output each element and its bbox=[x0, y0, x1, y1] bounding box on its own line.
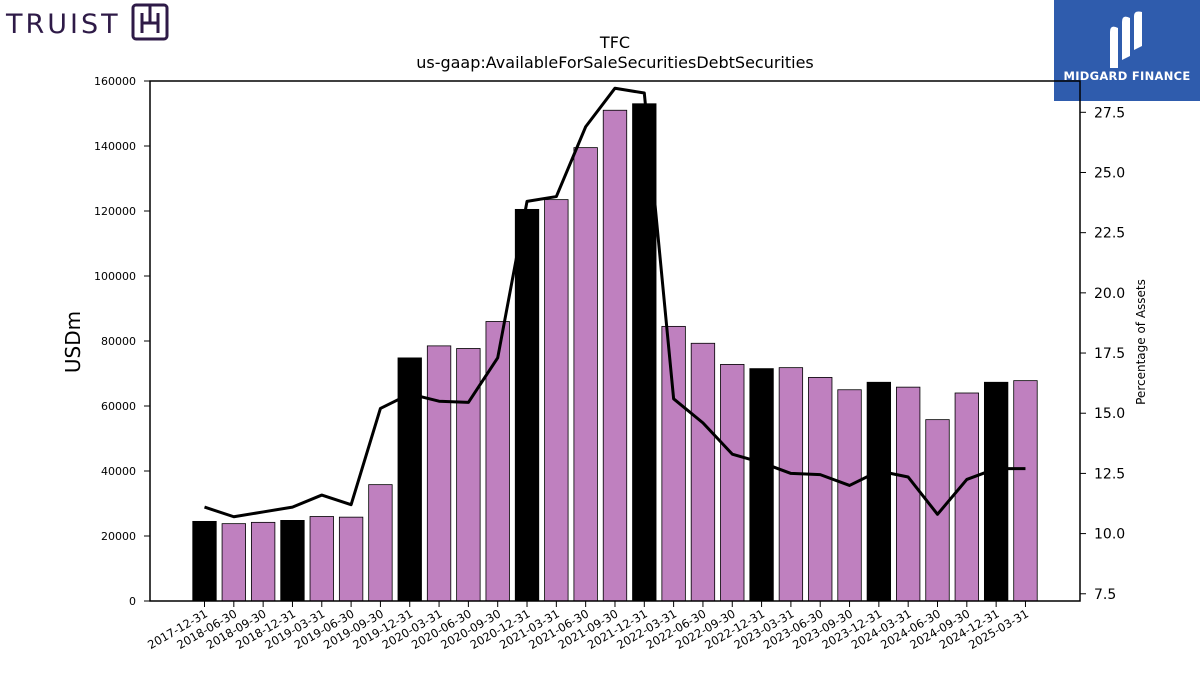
bar-series bbox=[192, 103, 1038, 602]
y2-tick-label: 20.0 bbox=[1094, 286, 1125, 302]
y2-tick-label: 17.5 bbox=[1094, 346, 1125, 362]
bar-2024-06-30 bbox=[925, 419, 950, 602]
y-axis-label: USDm bbox=[61, 311, 85, 373]
bar-2025-03-31 bbox=[1013, 380, 1038, 602]
midgard-logo-text: MIDGARD FINANCE bbox=[1063, 69, 1191, 83]
y-tick-label: 160000 bbox=[94, 75, 136, 88]
bar-2023-03-31 bbox=[778, 367, 804, 602]
bar-2019-09-30 bbox=[368, 484, 393, 602]
bar-2019-06-30 bbox=[338, 516, 364, 602]
truist-logo: TRUIST bbox=[6, 3, 169, 45]
percent-line-series bbox=[204, 86, 1026, 519]
y-tick-label: 140000 bbox=[94, 140, 136, 153]
y2-tick-label: 25.0 bbox=[1094, 165, 1125, 181]
y-tick-label: 80000 bbox=[101, 335, 136, 348]
y2-tick-label: 15.0 bbox=[1094, 406, 1125, 422]
bar-2020-09-30 bbox=[485, 321, 510, 602]
bar-2017-12-31 bbox=[192, 520, 217, 602]
bar-2022-12-31 bbox=[749, 368, 774, 602]
y2-tick-label: 22.5 bbox=[1094, 226, 1125, 242]
y-tick-label: 0 bbox=[129, 595, 136, 608]
y2-axis-ticks: 7.5 10.0 12.5 15.0 17.5 20.0 22.5 25.0 27.5 bbox=[1080, 105, 1125, 603]
percent-line bbox=[204, 86, 1026, 519]
y2-tick-label: 10.0 bbox=[1094, 527, 1125, 543]
y2-tick-label: 27.5 bbox=[1094, 105, 1125, 121]
bar-2018-09-30 bbox=[250, 521, 276, 602]
y2-axis-label: Percentage of Assets bbox=[1134, 279, 1148, 405]
bar-2023-09-30 bbox=[837, 389, 862, 602]
bar-2020-03-31 bbox=[426, 345, 452, 602]
bar-2022-06-30 bbox=[690, 342, 716, 602]
bar-2020-12-31 bbox=[514, 208, 540, 602]
bar-2023-06-30 bbox=[808, 376, 833, 602]
x-axis-ticks: 2017-12-312018-06-302018-09-302018-12-31… bbox=[145, 601, 1031, 652]
y-tick-label: 100000 bbox=[94, 270, 136, 283]
chart-subtitle: us-gaap:AvailableForSaleSecuritiesDebtSe… bbox=[416, 53, 814, 72]
y-tick-label: 120000 bbox=[94, 205, 136, 218]
y2-tick-label: 12.5 bbox=[1094, 466, 1125, 482]
truist-mark-icon bbox=[131, 3, 169, 45]
bar-2023-12-31 bbox=[866, 381, 892, 602]
chart-title: TFC bbox=[599, 33, 630, 52]
bar-2020-06-30 bbox=[456, 348, 481, 602]
bar-2021-03-31 bbox=[544, 199, 569, 602]
bar-2021-09-30 bbox=[602, 109, 628, 602]
bar-2022-09-30 bbox=[720, 363, 745, 602]
truist-logo-text: TRUIST bbox=[6, 8, 121, 40]
midgard-finance-logo: MIDGARD FINANCE bbox=[1054, 0, 1200, 101]
y-axis-ticks: 0 20000 40000 60000 80000 100000 120000 140000 1… bbox=[94, 75, 150, 608]
y-tick-label: 60000 bbox=[101, 400, 136, 413]
y-tick-label: 40000 bbox=[101, 465, 136, 478]
bar-2018-12-31 bbox=[280, 520, 305, 602]
bar-2024-12-31 bbox=[983, 381, 1009, 602]
y-tick-label: 20000 bbox=[101, 530, 136, 543]
bar-2024-09-30 bbox=[954, 392, 979, 602]
bar-2019-03-31 bbox=[309, 516, 334, 602]
midgard-mark-icon bbox=[1106, 10, 1150, 72]
bar-2022-03-31 bbox=[661, 325, 686, 602]
y2-tick-label: 7.5 bbox=[1094, 587, 1116, 603]
bar-2024-03-31 bbox=[896, 386, 921, 602]
bar-2018-06-30 bbox=[221, 523, 246, 602]
bar-2021-06-30 bbox=[573, 147, 598, 602]
